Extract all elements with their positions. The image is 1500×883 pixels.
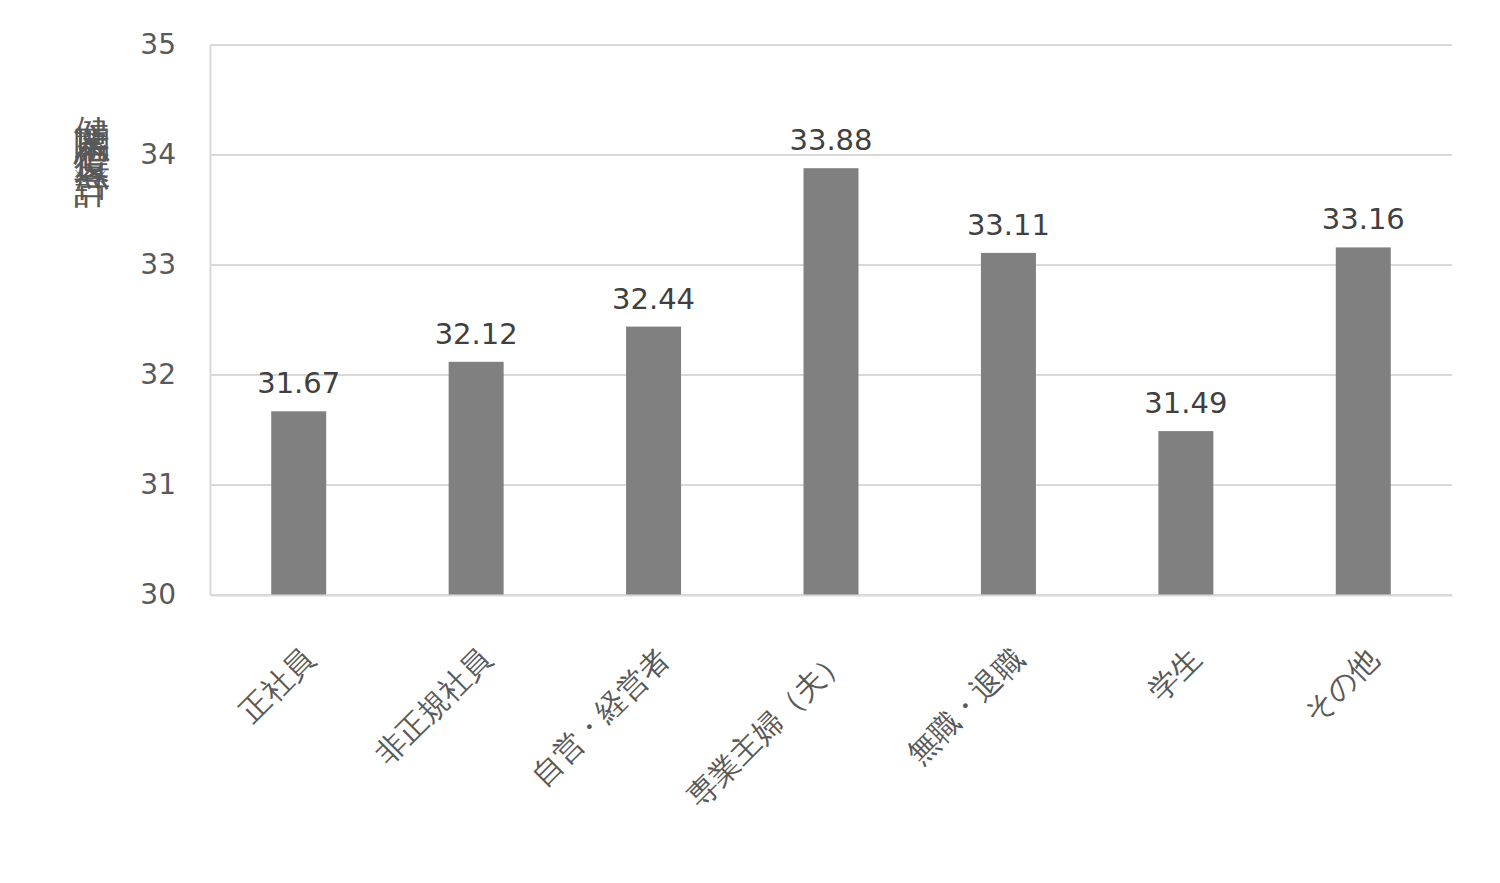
y-tick-label: 32 — [140, 358, 176, 391]
y-axis-line — [210, 46, 212, 596]
x-tick: 学生 — [1141, 595, 1208, 708]
x-tick: 正社員 — [233, 595, 321, 729]
y-tick-label: 31 — [140, 468, 176, 501]
bar — [803, 168, 858, 595]
bar — [626, 327, 681, 595]
x-tick: 非正規社員 — [368, 595, 499, 771]
x-tick: 専業主婦（夫） — [680, 595, 853, 814]
y-axis: 30 31 32 33 34 35 — [140, 28, 210, 611]
x-tick-label: 非正規社員 — [368, 641, 499, 772]
x-tick-label: 専業主婦（夫） — [680, 641, 853, 814]
y-tick: 33 — [140, 248, 210, 281]
bar — [1158, 431, 1213, 595]
x-axis-line — [211, 595, 1453, 597]
x-tick-label: 自営・経営者 — [524, 641, 676, 793]
y-tick-label: 34 — [140, 138, 176, 171]
data-label: 32.44 — [612, 282, 695, 316]
bar — [449, 362, 504, 595]
x-tick-label: 学生 — [1141, 641, 1208, 708]
y-tick: 31 — [140, 468, 210, 501]
chart: 31.6732.1232.4433.8833.1131.4933.1630313… — [0, 0, 1500, 883]
grid-line — [210, 44, 1452, 46]
data-label: 31.49 — [1144, 386, 1227, 420]
x-tick-label: 正社員 — [233, 641, 321, 729]
x-tick: 無職・退職 — [900, 595, 1031, 771]
x-tick: 自営・経営者 — [524, 595, 676, 793]
bar — [981, 253, 1036, 595]
bar — [271, 411, 326, 595]
y-tick-label: 35 — [140, 28, 176, 61]
y-tick: 32 — [140, 358, 210, 391]
data-labels: 31.67 32.12 32.44 33.88 33.11 31.49 33.16 — [257, 123, 1405, 420]
x-tick-label: 無職・退職 — [900, 641, 1031, 772]
data-label: 33.11 — [967, 208, 1050, 242]
data-label: 33.16 — [1322, 202, 1405, 236]
grid — [210, 45, 1452, 595]
bar — [1336, 247, 1391, 595]
y-tick-label: 33 — [140, 248, 176, 281]
y-tick-label: 30 — [140, 578, 176, 611]
y-axis-title: 健康関心度得点（合計） — [72, 88, 113, 208]
data-label: 32.12 — [435, 317, 518, 351]
data-label: 31.67 — [257, 366, 340, 400]
bars — [271, 168, 1391, 595]
data-label: 33.88 — [789, 123, 872, 157]
y-tick: 35 — [140, 28, 210, 61]
y-tick: 34 — [140, 138, 210, 171]
x-tick: その他 — [1296, 595, 1386, 730]
x-tick-label: その他 — [1296, 641, 1386, 731]
x-axis: 正社員非正規社員自営・経営者専業主婦（夫） 無職・退職 学生 その他 — [211, 595, 1453, 814]
y-tick: 30 — [140, 578, 210, 611]
